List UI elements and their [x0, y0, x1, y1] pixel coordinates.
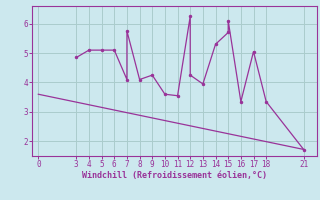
X-axis label: Windchill (Refroidissement éolien,°C): Windchill (Refroidissement éolien,°C) — [82, 171, 267, 180]
